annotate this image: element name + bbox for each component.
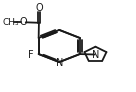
Text: O: O xyxy=(35,3,43,13)
Text: CH₃: CH₃ xyxy=(2,18,19,27)
Text: O: O xyxy=(19,17,27,27)
Text: N: N xyxy=(92,49,99,60)
Text: N: N xyxy=(56,58,63,68)
Text: F: F xyxy=(28,49,34,60)
